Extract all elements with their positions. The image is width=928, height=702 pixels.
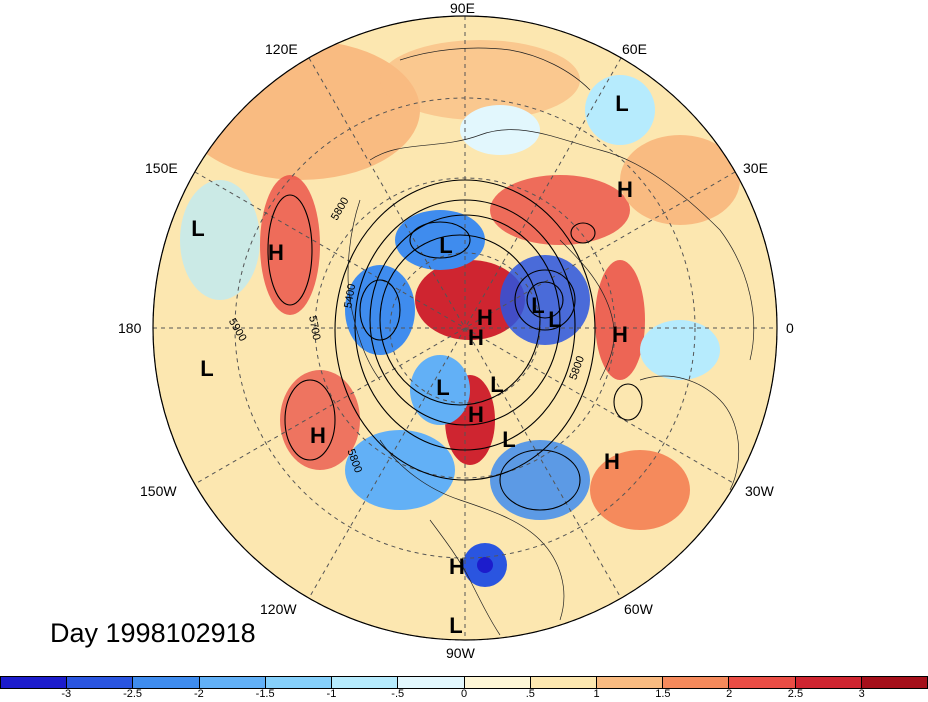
colorbar-tick-label: -3 — [61, 688, 72, 700]
colorbar-tick-label: -1 — [326, 688, 337, 700]
colorbar-segment — [199, 677, 266, 688]
colorbar-tick-label: -2 — [193, 688, 204, 700]
colorbar-tick-label: 0 — [460, 688, 468, 700]
colorbar-segment — [265, 677, 333, 688]
pressure-center-high: H — [612, 322, 628, 347]
colorbar-tick-label: -1.5 — [255, 688, 275, 700]
colorbar-tick-label: 2 — [726, 688, 733, 700]
lon-label-60e: 60E — [622, 41, 647, 57]
pressure-center-high: H — [477, 305, 493, 330]
lon-label-150e: 150E — [145, 160, 178, 176]
pressure-center-high: H — [604, 449, 620, 474]
lon-label-120e: 120E — [265, 41, 298, 57]
colorbar-segment — [133, 677, 200, 688]
colorbar-tick-label: 1 — [593, 688, 600, 700]
pressure-center-low: L — [548, 307, 562, 332]
colorbar-segment — [795, 677, 862, 688]
lon-label-90e: 90E — [450, 0, 475, 16]
pressure-center-high: H — [449, 554, 465, 579]
pressure-center-high: H — [310, 423, 326, 448]
lon-label-0: 0 — [786, 320, 794, 336]
pressure-center-high: H — [468, 325, 484, 350]
pressure-center-low: L — [615, 91, 629, 116]
lon-label-60w: 60W — [624, 601, 653, 617]
colorbar-tick-label: 1.5 — [655, 688, 671, 700]
pressure-center-low: L — [531, 293, 545, 318]
lon-label-180: 180 — [118, 320, 142, 336]
pressure-center-low: L — [191, 216, 205, 241]
coastlines — [347, 47, 755, 636]
colorbar-labels: -3 -2.5 -2 -1.5 -1 -.5 0 .5 1 1.5 2 2.5 3 — [0, 688, 928, 702]
colorbar-segment — [1, 677, 68, 688]
colorbar-segment — [530, 677, 597, 688]
height-contours — [267, 179, 643, 511]
pressure-center-high: H — [268, 240, 284, 265]
colorbar-segment — [861, 677, 928, 688]
pressure-center-low: L — [436, 375, 450, 400]
pressure-center-low: L — [449, 613, 463, 638]
pressure-center-high: H — [468, 402, 484, 427]
colorbar-segment — [663, 677, 730, 688]
date-title: Day 1998102918 — [50, 618, 256, 648]
lon-label-150w: 150W — [140, 483, 177, 499]
lon-label-90w: 90W — [446, 645, 475, 661]
lon-label-30e: 30E — [743, 160, 768, 176]
colorbar-segment — [596, 677, 664, 688]
colorbar-segment — [332, 677, 399, 688]
colorbar-segment — [67, 677, 134, 688]
pressure-center-low: L — [490, 372, 504, 397]
colorbar-tick-label: -2.5 — [123, 688, 143, 700]
colorbar-segment — [398, 677, 465, 688]
colorbar-tick-label: 3 — [858, 688, 865, 700]
pressure-center-high: H — [617, 177, 633, 202]
pressure-center-low: L — [200, 356, 214, 381]
colorbar — [0, 676, 928, 689]
colorbar-tick-label: -.5 — [391, 688, 405, 700]
lon-label-30w: 30W — [745, 483, 774, 499]
pressure-center-low: L — [439, 233, 453, 258]
colorbar-segment — [729, 677, 796, 688]
colorbar-tick-label: .5 — [525, 688, 535, 700]
pressure-center-low: L — [502, 427, 516, 452]
colorbar-segment — [464, 677, 531, 688]
lon-label-120w: 120W — [260, 601, 297, 617]
colorbar-tick-label: 2.5 — [787, 688, 804, 700]
